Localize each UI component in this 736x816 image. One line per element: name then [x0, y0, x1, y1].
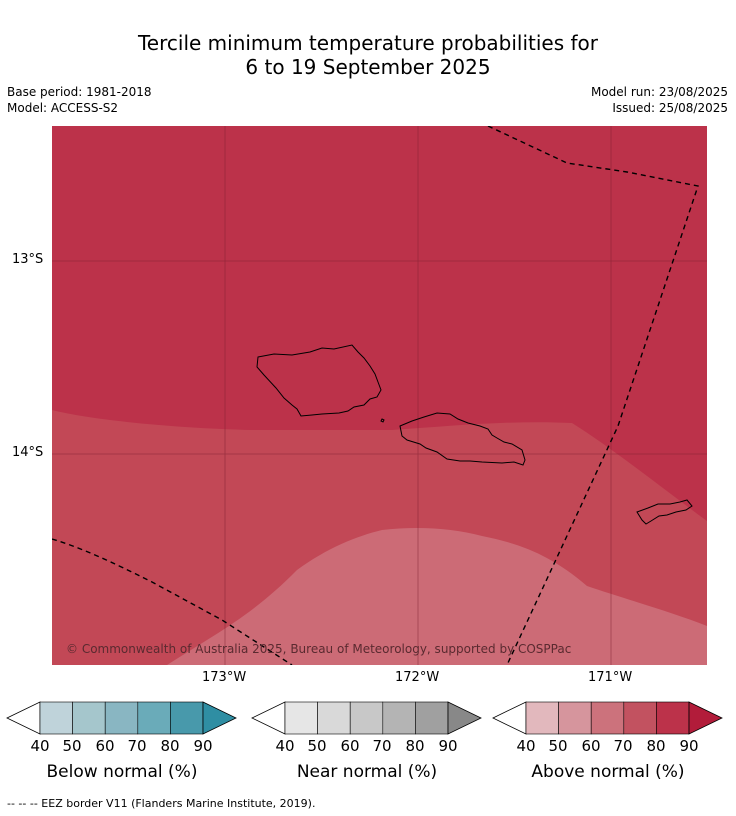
tick: 60 — [340, 737, 360, 755]
base-period: Base period: 1981-2018 — [7, 85, 152, 99]
colorbar-below-label: Below normal (%) — [46, 762, 198, 782]
lon-label-171w: 171°W — [588, 670, 633, 685]
meta-left: Base period: 1981-2018 Model: ACCESS-S2 — [7, 84, 152, 116]
colorbar-segment — [170, 701, 204, 735]
colorbar-segment — [590, 701, 625, 735]
colorbar-segment — [104, 701, 139, 735]
colorbar-above-label: Above normal (%) — [531, 762, 685, 782]
islands — [256, 344, 693, 525]
tick: 90 — [679, 737, 699, 755]
tick: 60 — [95, 737, 115, 755]
upolu-island — [399, 412, 526, 466]
tutuila-island — [636, 499, 693, 525]
colorbar-segment — [415, 701, 449, 735]
colorbar-segment — [317, 701, 351, 735]
colorbar-near-label: Near normal (%) — [296, 762, 438, 782]
title-line-2: 6 to 19 September 2025 — [245, 55, 491, 79]
colorbar-near — [251, 701, 482, 735]
savaii-island — [256, 344, 382, 417]
region-60-70 — [167, 528, 707, 665]
tick: 60 — [581, 737, 601, 755]
colorbar-segment — [284, 701, 318, 735]
tick: 90 — [438, 737, 458, 755]
tick: 40 — [30, 737, 50, 755]
grid-lines — [52, 126, 707, 665]
tick: 80 — [405, 737, 425, 755]
tick: 70 — [127, 737, 147, 755]
colorbar-above — [492, 701, 723, 735]
colorbar-segment — [623, 701, 657, 735]
colorbar-segment — [137, 701, 171, 735]
colorbar-segment — [558, 701, 592, 735]
colorbar-segment — [72, 701, 106, 735]
lon-label-173w: 173°W — [202, 670, 247, 685]
model-name: Model: ACCESS-S2 — [7, 101, 119, 115]
colorbar-extend-high — [688, 701, 723, 735]
colorbar-segment — [656, 701, 690, 735]
tick: 70 — [613, 737, 633, 755]
tick: 40 — [275, 737, 295, 755]
colorbar-below — [6, 701, 237, 735]
lat-label-14s: 14°S — [12, 445, 44, 460]
tick: 50 — [62, 737, 82, 755]
colorbar-segment — [525, 701, 559, 735]
lat-label-13s: 13°S — [12, 252, 44, 267]
tick: 40 — [516, 737, 536, 755]
colorbar-extend-low — [6, 701, 41, 735]
probability-map: © Commonwealth of Australia 2025, Bureau… — [52, 126, 707, 665]
lon-label-172w: 172°W — [395, 670, 440, 685]
tick: 50 — [548, 737, 568, 755]
colorbar-segment — [349, 701, 384, 735]
model-run: Model run: 23/08/2025 — [590, 85, 728, 99]
colorbar-extend-high — [447, 701, 482, 735]
apolima-island — [380, 418, 385, 423]
title-line-1: Tercile minimum temperature probabilitie… — [137, 31, 599, 55]
colorbar-extend-low — [492, 701, 527, 735]
tick: 90 — [193, 737, 213, 755]
meta-right: Model run: 23/08/2025 Issued: 25/08/2025 — [591, 84, 728, 116]
map-title: Tercile minimum temperature probabilitie… — [0, 31, 736, 79]
eez-border — [52, 126, 699, 665]
issued-date: Issued: 25/08/2025 — [612, 101, 728, 115]
tick: 70 — [372, 737, 392, 755]
tick: 80 — [160, 737, 180, 755]
colorbar-extend-low — [251, 701, 286, 735]
eez-legend-footer: -- -- -- EEZ border V11 (Flanders Marine… — [7, 797, 316, 810]
tick: 50 — [307, 737, 327, 755]
tick: 80 — [646, 737, 666, 755]
colorbar-extend-high — [202, 701, 237, 735]
copyright-text: © Commonwealth of Australia 2025, Bureau… — [66, 642, 571, 656]
colorbar-segment — [382, 701, 416, 735]
colorbar-segment — [39, 701, 73, 735]
